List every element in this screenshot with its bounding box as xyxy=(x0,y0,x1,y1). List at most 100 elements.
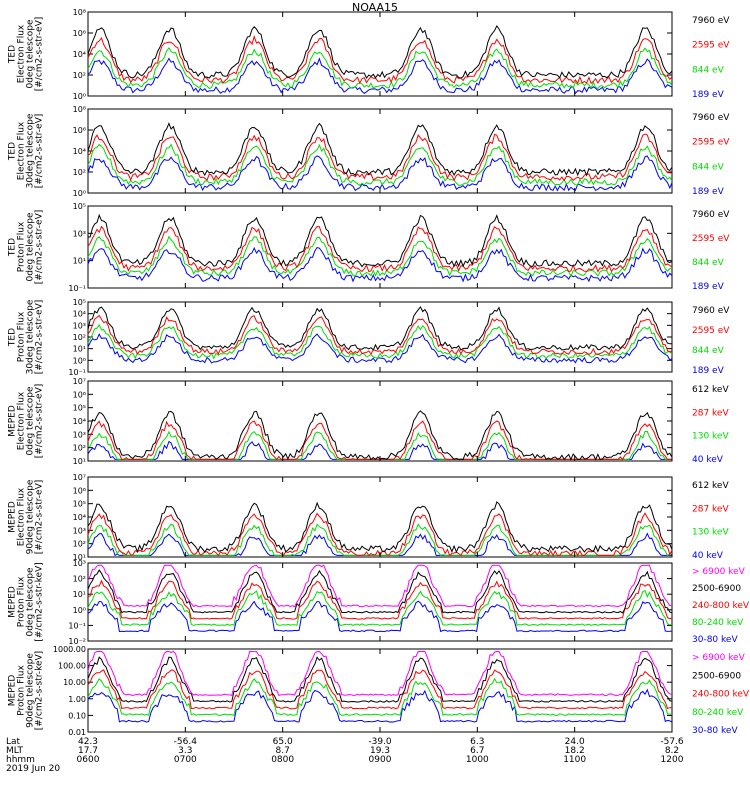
legend-2500-6900: 2500-6900 xyxy=(692,671,741,681)
series-line-240-800-kev xyxy=(87,579,673,620)
x-row-value: 1100 xyxy=(563,755,586,765)
x-row-value: 1000 xyxy=(466,755,489,765)
y-tick-label: 10⁸ xyxy=(73,105,86,114)
y-tick-label: 10¹ xyxy=(73,257,86,266)
x-row-value: -57.6 xyxy=(660,737,684,747)
series-line-612-kev xyxy=(87,501,673,554)
panel-frame xyxy=(87,476,673,558)
series-line-80-240-kev xyxy=(87,677,673,717)
x-row-value: 0900 xyxy=(369,755,392,765)
y-tick-label: 10⁴ xyxy=(73,310,86,319)
x-row-value: 24.0 xyxy=(565,737,585,747)
y-tick-label: 0.01 xyxy=(68,728,86,737)
legend-287-kev: 287 keV xyxy=(692,408,729,418)
series-line-130-kev xyxy=(87,430,672,460)
legend--6900-kev: > 6900 keV xyxy=(692,653,746,663)
x-row-value: 1200 xyxy=(661,755,684,765)
y-tick-label: 10¹ xyxy=(73,457,86,466)
series-line-130-kev xyxy=(87,523,673,557)
x-row-value: 8.2 xyxy=(665,746,679,756)
legend-2595-ev: 2595 eV xyxy=(692,138,730,148)
x-row-value: 18.2 xyxy=(565,746,585,756)
y-tick-label: 1.00 xyxy=(68,695,86,704)
series-line-30-80-kev xyxy=(87,688,673,723)
legend-2595-ev: 2595 eV xyxy=(692,234,730,244)
series-line-844-ev xyxy=(87,235,673,278)
legend-844-ev: 844 eV xyxy=(692,65,725,75)
x-row-label: MLT xyxy=(6,746,24,756)
y-axis-label: MEPEDElectron Flux90deg telescope[#/cm2-… xyxy=(8,479,45,554)
y-axis-label: MEPEDProton Flux0deg telescope[#/cm2-s-s… xyxy=(8,562,45,641)
legend-189-ev: 189 eV xyxy=(692,282,725,292)
x-row-label: Lat xyxy=(6,737,21,747)
y-tick-label: 10⁸ xyxy=(73,8,86,17)
legend-240-800-kev: 240-800 keV xyxy=(692,601,750,611)
legend-2500-6900: 2500-6900 xyxy=(692,584,741,594)
y-tick-label: 10³ xyxy=(73,229,86,238)
series-line-7960-ev xyxy=(87,25,673,79)
x-row-value: 0600 xyxy=(77,755,100,765)
legend-844-ev: 844 eV xyxy=(692,258,725,268)
y-tick-label: 10⁷ xyxy=(73,473,86,482)
series-line--6900-kev xyxy=(87,564,672,608)
y-tick-label: 10⁵ xyxy=(73,404,86,413)
y-tick-label: 10¹ xyxy=(73,553,86,562)
y-tick-label: 10⁶ xyxy=(73,486,86,495)
y-tick-label: 10⁶ xyxy=(73,29,86,38)
y-tick-label: 10⁴ xyxy=(73,513,86,522)
y-axis-label: TEDElectron Flux30deg telescope[#/cm2-s-… xyxy=(8,113,45,188)
legend-612-kev: 612 keV xyxy=(692,385,729,395)
x-row-value: -39.0 xyxy=(368,737,392,747)
legend--6900-kev: > 6900 keV xyxy=(692,567,746,577)
legend-612-kev: 612 keV xyxy=(692,481,729,491)
x-row-value: 6.3 xyxy=(470,737,484,747)
y-tick-label: 1000.00 xyxy=(53,645,86,654)
y-tick-label: 100.00 xyxy=(58,662,86,671)
series-line-2595-ev xyxy=(87,34,673,85)
y-axis-label: TEDProton Flux30deg telescope[#/cm2-s-st… xyxy=(8,299,45,374)
series-line-2500-6900 xyxy=(87,656,673,703)
y-tick-label: 10⁻¹ xyxy=(68,284,86,293)
x-row-value: 65.0 xyxy=(273,737,293,747)
panel-frame xyxy=(87,648,673,733)
chart-title: NOAA15 xyxy=(351,1,399,14)
x-row-value: 19.3 xyxy=(370,746,390,756)
y-tick-label: 0.10 xyxy=(68,711,86,720)
x-row-value: 6.7 xyxy=(470,746,484,756)
legend-189-ev: 189 eV xyxy=(692,187,725,197)
legend-2595-ev: 2595 eV xyxy=(692,326,730,336)
series-line-7960-ev xyxy=(87,305,672,351)
legend-30-80-kev: 30-80 keV xyxy=(692,726,738,736)
series-line-844-ev xyxy=(87,143,673,187)
legend-130-kev: 130 keV xyxy=(692,528,729,538)
legend-7960-ev: 7960 eV xyxy=(692,113,730,123)
x-row-value: 8.7 xyxy=(276,746,290,756)
y-tick-label: 10.00 xyxy=(63,678,86,687)
series-line-2500-6900 xyxy=(87,569,673,614)
series-line-189-ev xyxy=(87,155,673,192)
x-row-value: 0800 xyxy=(271,755,294,765)
y-tick-label: 10³ xyxy=(73,526,86,535)
y-tick-label: 10⁶ xyxy=(73,126,86,135)
legend-30-80-kev: 30-80 keV xyxy=(692,635,738,645)
y-tick-label: 10⁻¹ xyxy=(68,368,86,377)
legend-189-ev: 189 eV xyxy=(692,90,725,100)
series-line-189-ev xyxy=(87,333,673,364)
y-tick-label: 10⁴ xyxy=(73,50,86,59)
y-tick-label: 10¹ xyxy=(73,590,86,599)
series-line-844-ev xyxy=(87,46,673,90)
legend-40-kev: 40 keV xyxy=(692,551,724,561)
y-tick-label: 10⁶ xyxy=(73,390,86,399)
date-label: 2019 Jun 20 xyxy=(6,764,60,774)
series-line-30-80-kev xyxy=(87,600,673,633)
y-tick-label: 10³ xyxy=(73,430,86,439)
y-tick-label: 10² xyxy=(73,575,86,584)
panel-frame xyxy=(87,562,673,642)
x-row-value: -56.4 xyxy=(174,737,198,747)
legend-7960-ev: 7960 eV xyxy=(692,16,730,26)
legend-287-kev: 287 keV xyxy=(692,504,729,514)
legend-844-ev: 844 eV xyxy=(692,162,725,172)
y-axis-label: MEPEDProton Flux90deg telescope[#/cm2-s-… xyxy=(8,651,45,730)
legend-40-kev: 40 keV xyxy=(692,455,724,465)
